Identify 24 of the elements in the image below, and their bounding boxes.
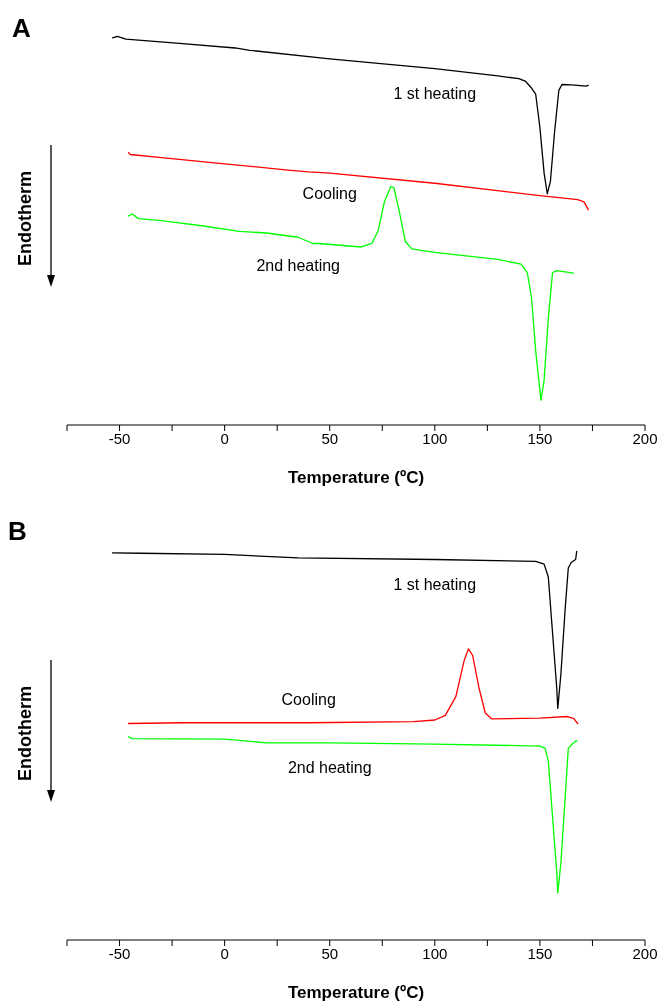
x-tick-label: 50 [321,944,339,962]
series-label: 2nd heating [256,257,341,275]
x-tick-label: -50 [108,944,131,962]
series-label: Cooling [281,690,336,708]
x-axis-title: Temperature (ºC) [287,983,425,1002]
x-tick-label: 200 [632,944,658,962]
series-label: Cooling [302,185,357,203]
chart-title: B [8,516,27,547]
x-tick-label: 50 [321,429,339,447]
x-tick-label: -50 [108,429,131,447]
series-label: 2nd heating [287,759,372,777]
x-tick-label: 200 [632,429,658,447]
chart-title: A [12,13,31,44]
series-label: 1 st heating [393,575,477,593]
y-axis-title: Endotherm [14,170,36,266]
x-tick-label: 100 [422,429,448,447]
x-tick-label: 100 [422,944,448,962]
x-tick-label: 150 [527,944,553,962]
x-tick-label: 0 [220,944,229,962]
x-tick-label: 150 [527,429,553,447]
y-axis-title: Endotherm [14,685,36,781]
series-label: 1 st heating [393,84,477,102]
x-tick-label: 0 [220,429,229,447]
x-axis-title: Temperature (ºC) [287,468,425,487]
